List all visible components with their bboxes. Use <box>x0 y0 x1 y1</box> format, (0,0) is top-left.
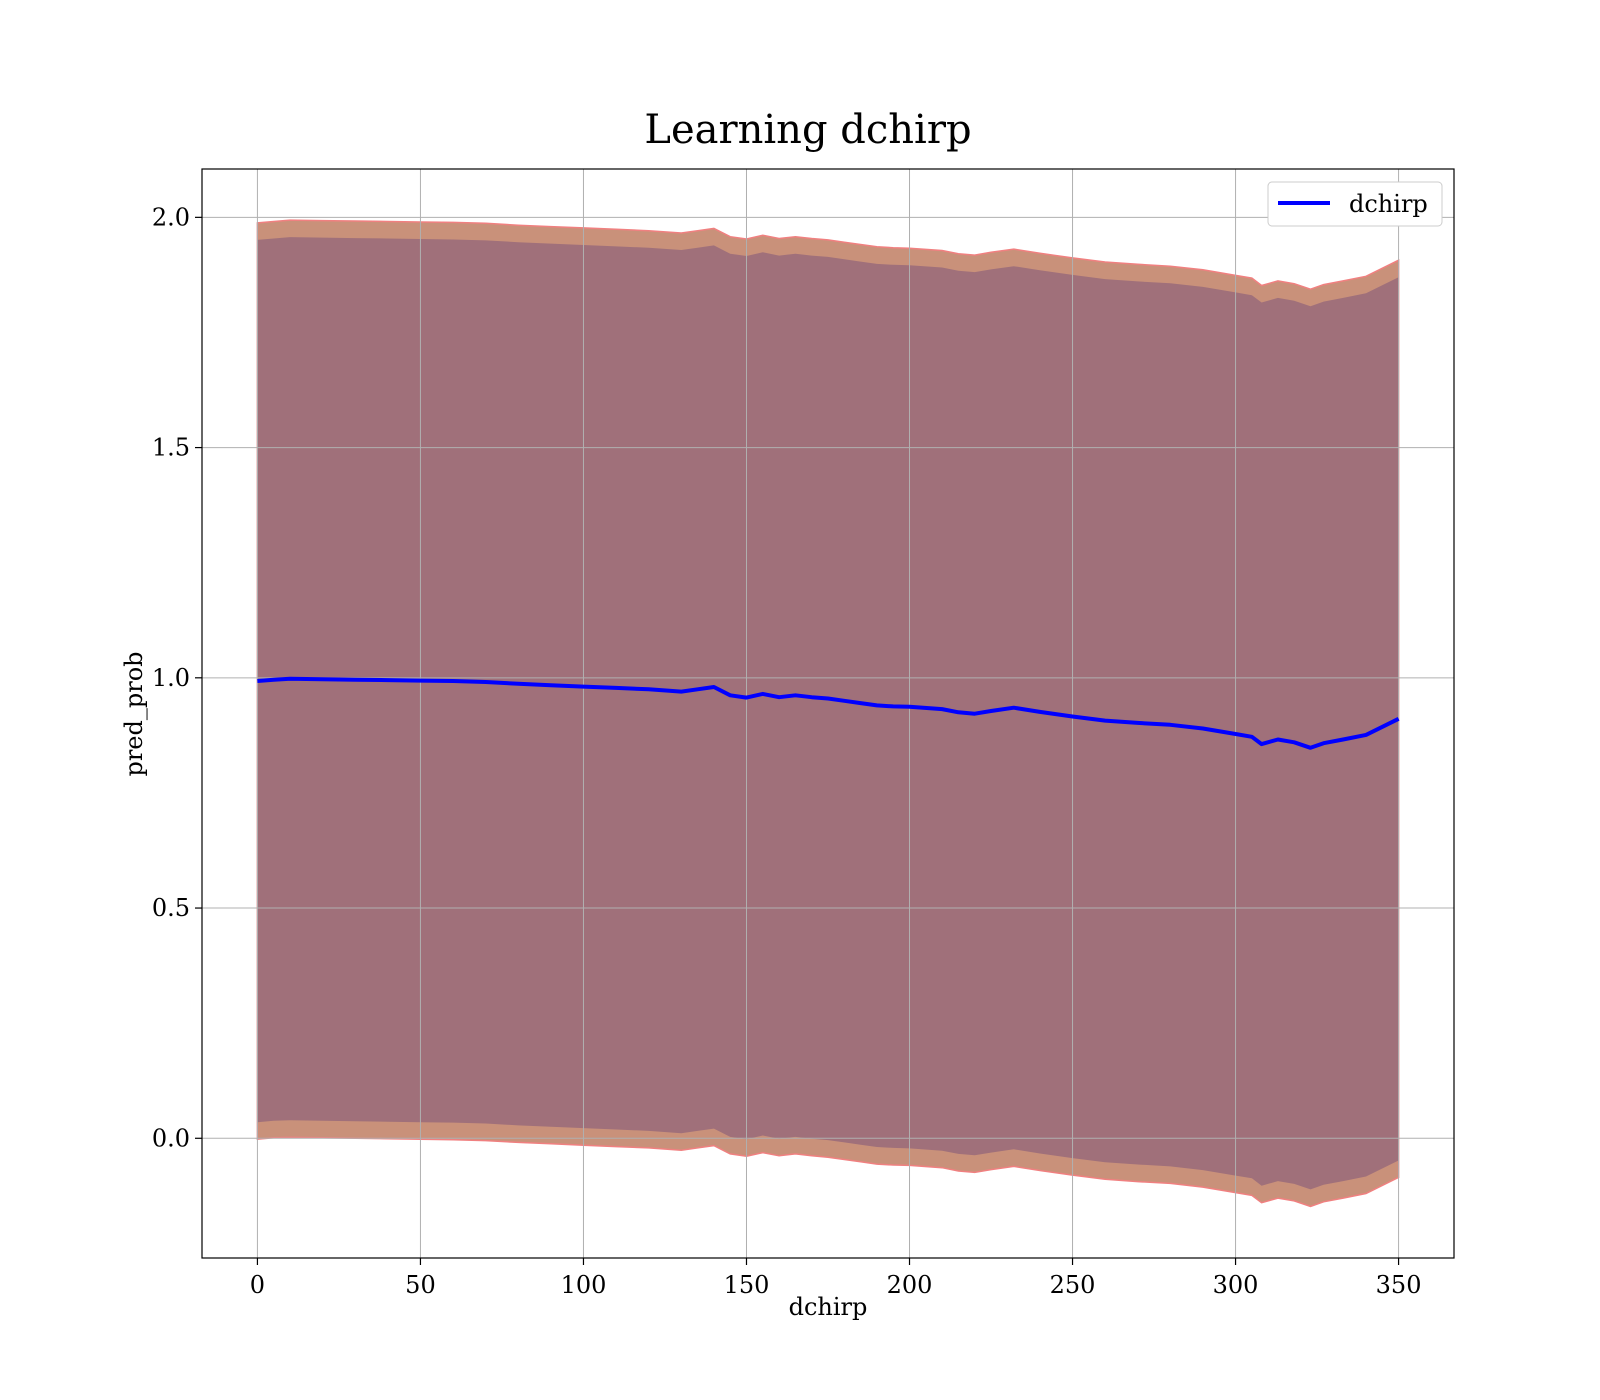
y-tick-label: 0.5 <box>152 894 190 922</box>
bands-layer <box>256 219 1400 1208</box>
x-tick-label: 200 <box>887 1271 933 1299</box>
x-tick-label: 50 <box>405 1271 436 1299</box>
chart-title: Learning dchirp <box>644 107 971 153</box>
legend-box <box>1267 181 1443 227</box>
grid-layer <box>202 169 1454 1258</box>
y-tick-label: 2.0 <box>152 203 190 231</box>
y-tick-label: 1.0 <box>152 664 190 692</box>
y-axis-label: pred_prob <box>120 651 148 776</box>
band-inner <box>257 237 1399 1190</box>
ticks-layer: 0 50 100 150 200 250 300 350 0.0 0.5 1.0 1.5 2.0 <box>152 203 1422 1299</box>
legend-label-dchirp: dchirp <box>1349 190 1428 218</box>
x-axis-label: dchirp <box>789 1293 868 1321</box>
x-tick-label: 0 <box>250 1271 265 1299</box>
y-tick-label: 1.5 <box>152 434 190 462</box>
x-tick-label: 150 <box>724 1271 770 1299</box>
y-tick-label: 0.0 <box>152 1124 190 1152</box>
series-line-dchirp <box>257 676 1400 750</box>
legend: dchirp <box>1267 181 1443 227</box>
line-layer <box>257 676 1400 750</box>
x-tick-label: 250 <box>1050 1271 1096 1299</box>
x-tick-label: 350 <box>1376 1271 1422 1299</box>
x-tick-label: 300 <box>1213 1271 1259 1299</box>
x-tick-label: 100 <box>561 1271 607 1299</box>
plot-frame <box>201 168 1455 1259</box>
